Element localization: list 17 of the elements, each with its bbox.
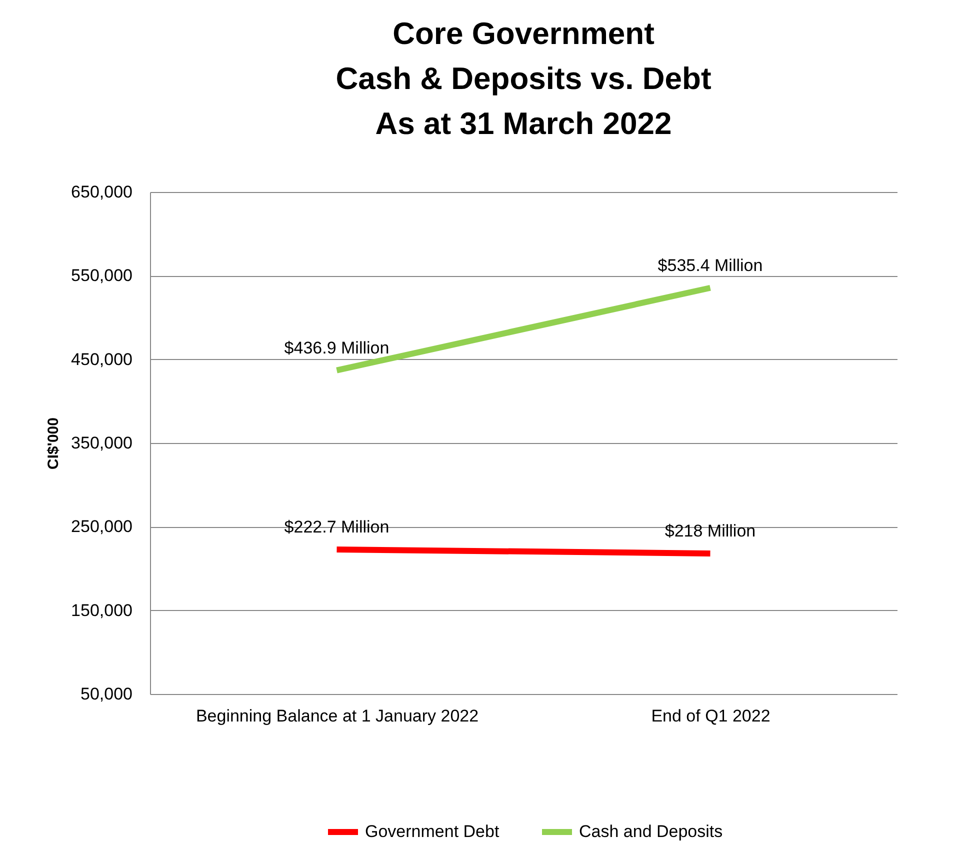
y-tick-label: 250,000 [71, 517, 132, 536]
y-tick-label: 50,000 [80, 684, 132, 704]
y-tick-label: 650,000 [71, 182, 132, 202]
y-tick-label: 550,000 [71, 266, 132, 286]
annotation: $436.9 Million [284, 338, 390, 358]
y-tick-label: 350,000 [71, 434, 132, 452]
annotation: $535.4 Million [658, 256, 763, 275]
x-tick-label: Beginning Balance at 1 January 2022 [196, 706, 479, 726]
y-axis-title: CI$'000 [45, 418, 62, 470]
chart-title: Core Government Cash & Deposits vs. Debt As at 31 March 2022 [336, 16, 712, 141]
legend-label: Cash and Deposits [579, 822, 723, 841]
legend-label: Government Debt [365, 822, 500, 841]
y-tick-label: 450,000 [71, 350, 132, 369]
annotation: $218 Million [664, 521, 756, 540]
y-tick-label: 150,000 [71, 600, 132, 620]
annotation: $222.7 Million [284, 518, 390, 537]
x-tick-label: End of Q1 2022 [651, 706, 770, 726]
